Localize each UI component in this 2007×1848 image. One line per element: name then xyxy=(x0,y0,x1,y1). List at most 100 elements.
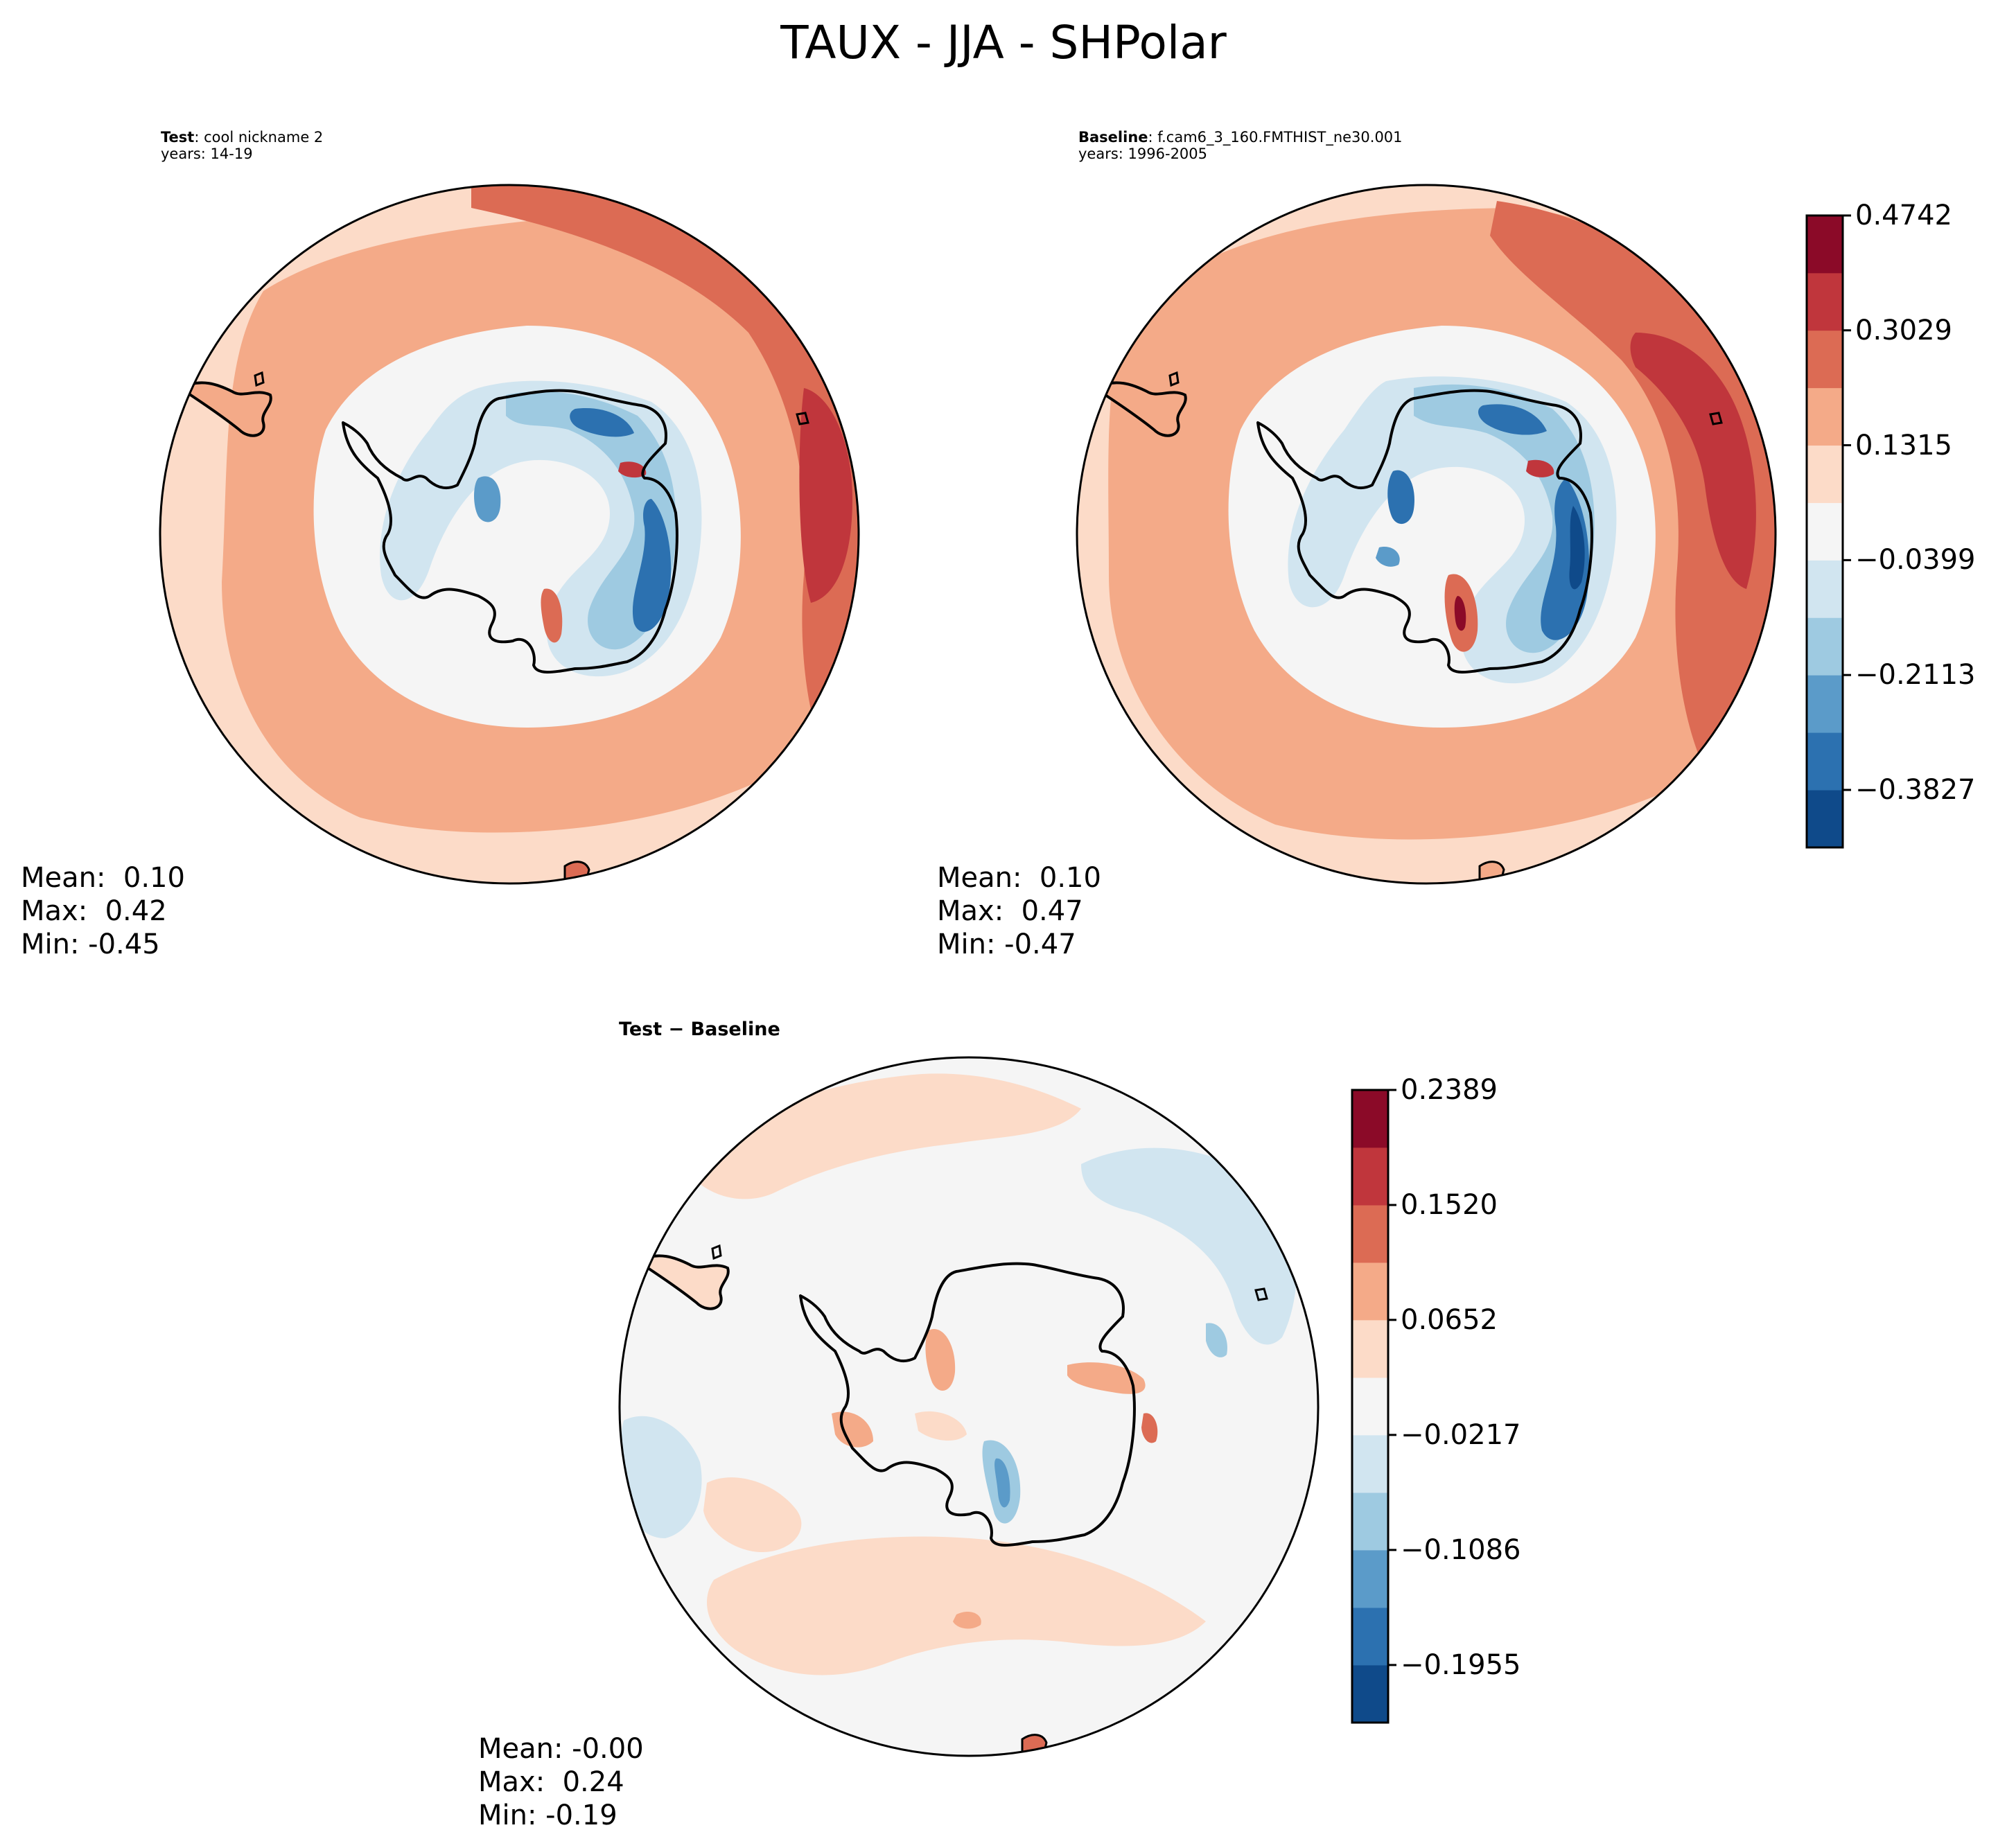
baseline-stat-min: Min: -0.47 xyxy=(937,929,1076,960)
diff-positive-wedge xyxy=(915,1411,967,1441)
test-negative-spot xyxy=(474,476,501,522)
diff-map-boundary xyxy=(618,1056,1320,1757)
baseline-band-strong xyxy=(1490,201,1776,783)
diff-map xyxy=(618,1056,1320,1757)
diff-coastline xyxy=(799,1262,1136,1547)
test-island-1 xyxy=(254,371,265,387)
baseline-stat-mean: Mean: 0.10 xyxy=(937,862,1101,894)
test-years: years: 14-19 xyxy=(161,146,253,162)
baseline-cb-tick-label: 0.1315 xyxy=(1855,429,1952,461)
diff-negative-region-west xyxy=(620,1416,702,1538)
diff-colorbar-segment xyxy=(1352,1319,1388,1378)
baseline-colorbar xyxy=(1805,214,1851,849)
diff-cb-tick-label: −0.0217 xyxy=(1401,1418,1521,1451)
diff-colorbar-frame xyxy=(1351,1089,1390,1724)
diff-positive-east-coast-2 xyxy=(1141,1413,1158,1443)
test-panel-title: Test: cool nickname 2 years: 14-19 xyxy=(161,129,323,162)
baseline-south-america xyxy=(1092,381,1187,437)
baseline-stats: Mean: 0.10 Max: 0.47 Min: -0.47 xyxy=(937,861,1101,961)
test-negative-core-north xyxy=(570,408,634,437)
baseline-negative-core-north xyxy=(1478,404,1547,435)
diff-negative-interior-core xyxy=(994,1458,1010,1508)
diff-colorbar-segment xyxy=(1352,1377,1388,1436)
test-band-max xyxy=(799,388,852,603)
diff-cb-tick-label: −0.1955 xyxy=(1401,1648,1521,1681)
test-stat-max: Max: 0.42 xyxy=(21,895,167,927)
diff-positive-spot-south xyxy=(953,1611,981,1629)
baseline-title-rest: : f.cam6_3_160.FMTHIST_ne30.001 xyxy=(1148,129,1403,146)
diff-south-america xyxy=(635,1254,730,1310)
diff-stats: Mean: -0.00 Max: 0.24 Min: -0.19 xyxy=(478,1732,644,1832)
diff-colorbar-segment xyxy=(1352,1147,1388,1206)
baseline-negative-deep xyxy=(1569,506,1585,590)
diff-cb-tick-label: 0.1520 xyxy=(1401,1189,1498,1222)
test-title-bold: Test xyxy=(161,129,195,146)
diff-colorbar-segment xyxy=(1352,1434,1388,1493)
diff-island-3 xyxy=(1021,1734,1048,1756)
baseline-coastline xyxy=(1256,389,1593,674)
baseline-band-max xyxy=(1630,333,1756,589)
baseline-island-3 xyxy=(1478,861,1505,883)
test-positive-spot-1 xyxy=(541,588,563,643)
test-stats: Mean: 0.10 Max: 0.42 Min: -0.45 xyxy=(21,861,185,961)
diff-panel-title: Test − Baseline xyxy=(619,1019,780,1040)
baseline-negative-spot-west xyxy=(1387,470,1414,525)
diff-colorbar-segment xyxy=(1352,1090,1388,1148)
diff-island-1 xyxy=(711,1244,722,1260)
baseline-island-2 xyxy=(1709,412,1723,425)
baseline-map xyxy=(1076,184,1777,885)
baseline-island-1 xyxy=(1168,371,1180,387)
baseline-title-bold: Baseline xyxy=(1078,129,1148,146)
baseline-map-boundary xyxy=(1076,184,1777,885)
diff-negative-region-ne xyxy=(1081,1147,1297,1345)
baseline-colorbar-segment xyxy=(1807,675,1843,733)
diff-colorbar-segment xyxy=(1352,1492,1388,1551)
diff-stat-max: Max: 0.24 xyxy=(478,1766,624,1798)
diff-cb-tick-label: −0.1086 xyxy=(1401,1533,1521,1566)
diff-colorbar-segment xyxy=(1352,1549,1388,1608)
baseline-colorbar-segment xyxy=(1807,732,1843,791)
test-title-rest: : cool nickname 2 xyxy=(194,129,324,146)
baseline-colorbar-segment xyxy=(1807,560,1843,618)
diff-colorbar-segment xyxy=(1352,1205,1388,1263)
test-island-2 xyxy=(796,412,809,425)
test-south-america xyxy=(177,381,272,437)
baseline-colorbar-segment xyxy=(1807,272,1843,331)
diff-cb-tick-label: 0.2389 xyxy=(1401,1074,1498,1106)
baseline-cb-tick-label: 0.3029 xyxy=(1855,314,1952,346)
baseline-colorbar-segment xyxy=(1807,330,1843,389)
diff-colorbar-segment xyxy=(1352,1664,1388,1723)
diff-cb-tick-label: 0.0652 xyxy=(1401,1303,1498,1336)
diff-positive-ring-south xyxy=(707,1536,1206,1675)
diff-field-background xyxy=(620,1057,1318,1756)
diff-colorbar-segment xyxy=(1352,1607,1388,1666)
figure-title: TAUX - JJA - SHPolar xyxy=(780,16,1227,69)
diff-positive-east-coast xyxy=(1067,1362,1146,1394)
baseline-stat-max: Max: 0.47 xyxy=(937,895,1083,927)
diff-stat-mean: Mean: -0.00 xyxy=(478,1733,644,1765)
baseline-colorbar-segment xyxy=(1807,215,1843,274)
baseline-colorbar-frame xyxy=(1805,214,1844,849)
baseline-cb-tick-label: −0.3827 xyxy=(1855,773,1976,806)
baseline-colorbar-segment xyxy=(1807,502,1843,561)
baseline-negative-spot-south xyxy=(1376,547,1400,567)
test-map-boundary xyxy=(159,184,860,885)
baseline-panel-title: Baseline: f.cam6_3_160.FMTHIST_ne30.001 … xyxy=(1078,129,1403,162)
baseline-colorbar-segment xyxy=(1807,387,1843,446)
test-map xyxy=(159,184,860,885)
diff-positive-interior xyxy=(925,1329,956,1391)
test-band-strong xyxy=(471,185,859,769)
baseline-positive-spot xyxy=(1526,459,1554,477)
baseline-cb-tick-label: −0.2113 xyxy=(1855,659,1976,692)
test-negative-core-east xyxy=(632,499,672,632)
test-stat-mean: Mean: 0.10 xyxy=(21,862,185,894)
diff-colorbar xyxy=(1351,1089,1396,1724)
diff-stat-min: Min: -0.19 xyxy=(478,1799,617,1831)
test-stat-min: Min: -0.45 xyxy=(21,929,160,960)
diff-negative-spot-ne xyxy=(1206,1323,1227,1357)
diff-positive-ring-sw xyxy=(703,1477,802,1552)
baseline-positive-core xyxy=(1454,596,1466,631)
test-island-3 xyxy=(563,861,590,883)
